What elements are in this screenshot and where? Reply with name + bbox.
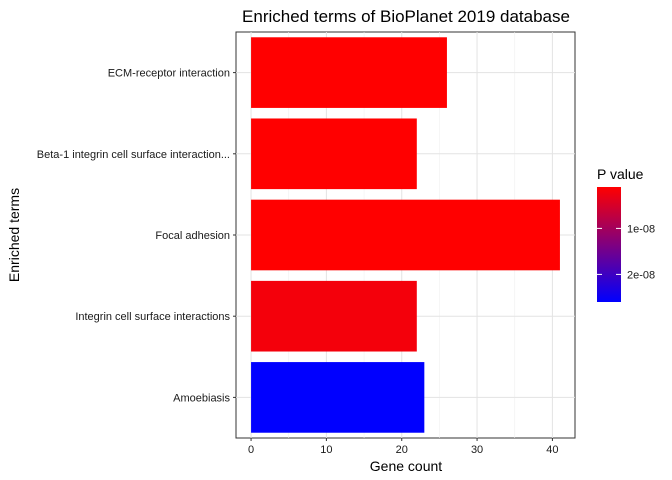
bar: [251, 362, 425, 433]
bar: [251, 280, 417, 352]
y-tick-label: Amoebiasis: [173, 392, 230, 404]
x-axis-title: Gene count: [370, 458, 442, 474]
bar: [251, 37, 447, 108]
x-tick-label: 30: [471, 444, 483, 456]
legend: P value 1e-08 2e-08: [597, 166, 655, 302]
x-tick-label: 0: [248, 444, 254, 456]
legend-ticks: 1e-08 2e-08: [597, 223, 655, 281]
x-axis: 0 10 20 30 40: [248, 438, 559, 456]
legend-tick-label: 2e-08: [627, 269, 655, 281]
y-tick-label: Beta-1 integrin cell surface interaction…: [37, 149, 230, 161]
y-tick-label: ECM-receptor interaction: [108, 68, 230, 80]
y-tick-label: Integrin cell surface interactions: [75, 311, 230, 323]
legend-colorbar: [597, 187, 621, 302]
bar: [251, 118, 417, 190]
y-axis-title: Enriched terms: [6, 188, 22, 282]
x-tick-label: 20: [396, 444, 408, 456]
bar: [251, 199, 560, 271]
chart-title: Enriched terms of BioPlanet 2019 databas…: [242, 7, 570, 26]
y-axis: ECM-receptor interaction Beta-1 integrin …: [37, 68, 236, 404]
x-tick-label: 10: [320, 444, 332, 456]
y-tick-label: Focal adhesion: [155, 230, 230, 242]
bars: [251, 37, 560, 433]
x-tick-label: 40: [546, 444, 558, 456]
legend-tick-label: 1e-08: [627, 223, 655, 235]
legend-title: P value: [597, 166, 644, 182]
